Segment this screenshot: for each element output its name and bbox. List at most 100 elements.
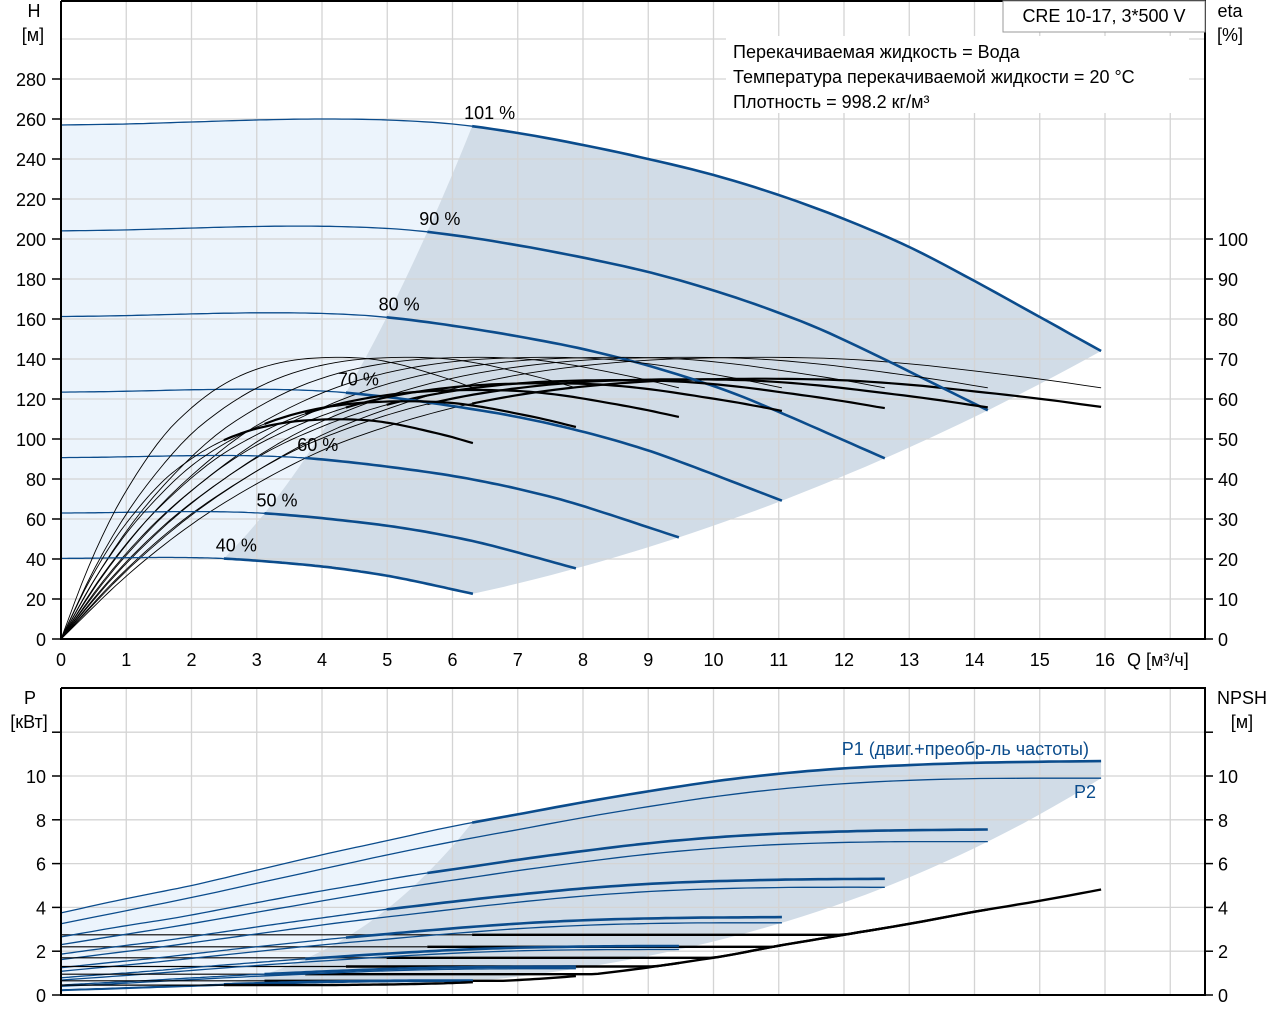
npsh-curve-80 bbox=[386, 926, 885, 959]
p-tick-label: 6 bbox=[36, 855, 46, 875]
power-light-region bbox=[61, 822, 473, 991]
p-tick-label: 2 bbox=[36, 942, 46, 962]
npsh-curve-101 bbox=[472, 888, 1102, 936]
info-box bbox=[726, 36, 1189, 113]
x-axis-label-q: Q [м³/ч] bbox=[1127, 650, 1189, 670]
x-tick-label: 9 bbox=[643, 650, 653, 670]
head-curve-70-thin bbox=[61, 388, 346, 394]
y2-tick-label: 80 bbox=[1218, 310, 1238, 330]
p-tick-label: 8 bbox=[36, 811, 46, 831]
head-curve-101-thin bbox=[60, 118, 473, 127]
head-operating-region bbox=[223, 126, 1102, 594]
total-eta-curve-70-thin bbox=[60, 407, 347, 640]
speed-label-50: 50 % bbox=[257, 490, 298, 510]
p1-curve-70 bbox=[345, 915, 782, 939]
npsh-tick-label: 4 bbox=[1218, 898, 1228, 918]
y-tick-label: 100 bbox=[16, 430, 46, 450]
y2-tick-label: 100 bbox=[1218, 230, 1248, 250]
y-tick-label: 260 bbox=[16, 110, 46, 130]
y-tick-label: 120 bbox=[16, 390, 46, 410]
y-tick-label: 0 bbox=[36, 630, 46, 650]
total-eta-curve-60-thin bbox=[60, 413, 306, 640]
curves bbox=[60, 118, 1102, 992]
y-tick-label: 240 bbox=[16, 150, 46, 170]
total-eta-curve-60 bbox=[304, 388, 680, 418]
y-tick-label: 180 bbox=[16, 270, 46, 290]
head-curve-60 bbox=[305, 456, 680, 539]
speed-label-90: 90 % bbox=[419, 209, 460, 229]
head-curve-40-thin bbox=[61, 556, 224, 560]
total-eta-curve-90-thin bbox=[60, 403, 428, 640]
x-tick-label: 4 bbox=[317, 650, 327, 670]
p2-curve-101 bbox=[60, 777, 1102, 925]
p2-curve-70 bbox=[60, 922, 782, 972]
speed-label-101: 101 % bbox=[464, 103, 515, 123]
p2-curve-label: P2 bbox=[1074, 782, 1096, 802]
x-tick-label: 1 bbox=[121, 650, 131, 670]
x-tick-label: 8 bbox=[578, 650, 588, 670]
y-axis-unit-p: [кВт] bbox=[10, 712, 48, 732]
y2-tick-label: 60 bbox=[1218, 390, 1238, 410]
y-tick-label: 160 bbox=[16, 310, 46, 330]
y-tick-label: 140 bbox=[16, 350, 46, 370]
total-eta-curve-80 bbox=[386, 379, 885, 410]
p1-curve-50 bbox=[264, 965, 576, 976]
x-tick-label: 7 bbox=[513, 650, 523, 670]
y2-tick-label: 20 bbox=[1218, 550, 1238, 570]
pump-eta-curve-50 bbox=[60, 356, 577, 640]
y-axis-label-p: P bbox=[24, 688, 36, 708]
total-eta-curve-101-thin bbox=[60, 403, 473, 640]
y-tick-label: 20 bbox=[26, 590, 46, 610]
speed-label-70: 70 % bbox=[338, 370, 379, 390]
pump-eta-curve-60 bbox=[60, 356, 680, 640]
p1-curve-80 bbox=[386, 877, 885, 911]
head-curve-80-thin bbox=[61, 312, 387, 318]
y2-tick-label: 50 bbox=[1218, 430, 1238, 450]
y2-tick-label: 10 bbox=[1218, 590, 1238, 610]
p1-curve-70-thin bbox=[60, 936, 346, 969]
info-line-density: Плотность = 998.2 кг/м³ bbox=[733, 92, 929, 112]
y-axis-label-h: H bbox=[28, 1, 41, 21]
y2-axis-unit-npsh: [м] bbox=[1231, 712, 1253, 732]
pump-eta-curve-70 bbox=[60, 356, 782, 640]
p1-curve-90-thin bbox=[60, 872, 428, 938]
y2-tick-label: 70 bbox=[1218, 350, 1238, 370]
y2-tick-label: 90 bbox=[1218, 270, 1238, 290]
npsh-curve-60 bbox=[305, 961, 680, 976]
p2-curve-60 bbox=[60, 948, 679, 981]
y-tick-label: 80 bbox=[26, 470, 46, 490]
chart-title: CRE 10-17, 3*500 V bbox=[1022, 6, 1185, 26]
total-eta-curve-101 bbox=[471, 377, 1102, 408]
total-eta-curve-40-thin bbox=[60, 439, 224, 640]
x-tick-label: 6 bbox=[447, 650, 457, 670]
p1-curve-101-thin bbox=[60, 821, 473, 914]
x-tick-label: 13 bbox=[899, 650, 919, 670]
npsh-tick-label: 0 bbox=[1218, 986, 1228, 1006]
y-tick-label: 280 bbox=[16, 70, 46, 90]
info-line-temperature: Температура перекачиваемой жидкости = 20… bbox=[733, 67, 1135, 87]
x-tick-label: 16 bbox=[1095, 650, 1115, 670]
p1-curve-50-thin bbox=[60, 973, 265, 986]
p-tick-label: 10 bbox=[26, 767, 46, 787]
y2-axis-label-eta: eta bbox=[1217, 1, 1243, 21]
x-tick-label: 3 bbox=[252, 650, 262, 670]
y2-tick-label: 0 bbox=[1218, 630, 1228, 650]
total-eta-curve-90 bbox=[427, 378, 988, 409]
total-eta-curve-40 bbox=[223, 418, 474, 445]
npsh-tick-label: 8 bbox=[1218, 811, 1228, 831]
speed-label-80: 80 % bbox=[379, 294, 420, 314]
p1-curve-60 bbox=[305, 944, 679, 961]
y2-tick-label: 40 bbox=[1218, 470, 1238, 490]
x-tick-label: 2 bbox=[186, 650, 196, 670]
p-tick-label: 4 bbox=[36, 898, 46, 918]
y-tick-label: 200 bbox=[16, 230, 46, 250]
npsh-tick-label: 6 bbox=[1218, 855, 1228, 875]
title-box bbox=[1002, 0, 1206, 33]
x-tick-label: 10 bbox=[703, 650, 723, 670]
npsh-tick-label: 2 bbox=[1218, 942, 1228, 962]
head-curve-50-thin bbox=[61, 510, 265, 514]
head-curve-50 bbox=[264, 512, 577, 570]
p2-curve-90 bbox=[60, 840, 988, 946]
y-tick-label: 60 bbox=[26, 510, 46, 530]
head-curve-60-thin bbox=[61, 454, 306, 459]
